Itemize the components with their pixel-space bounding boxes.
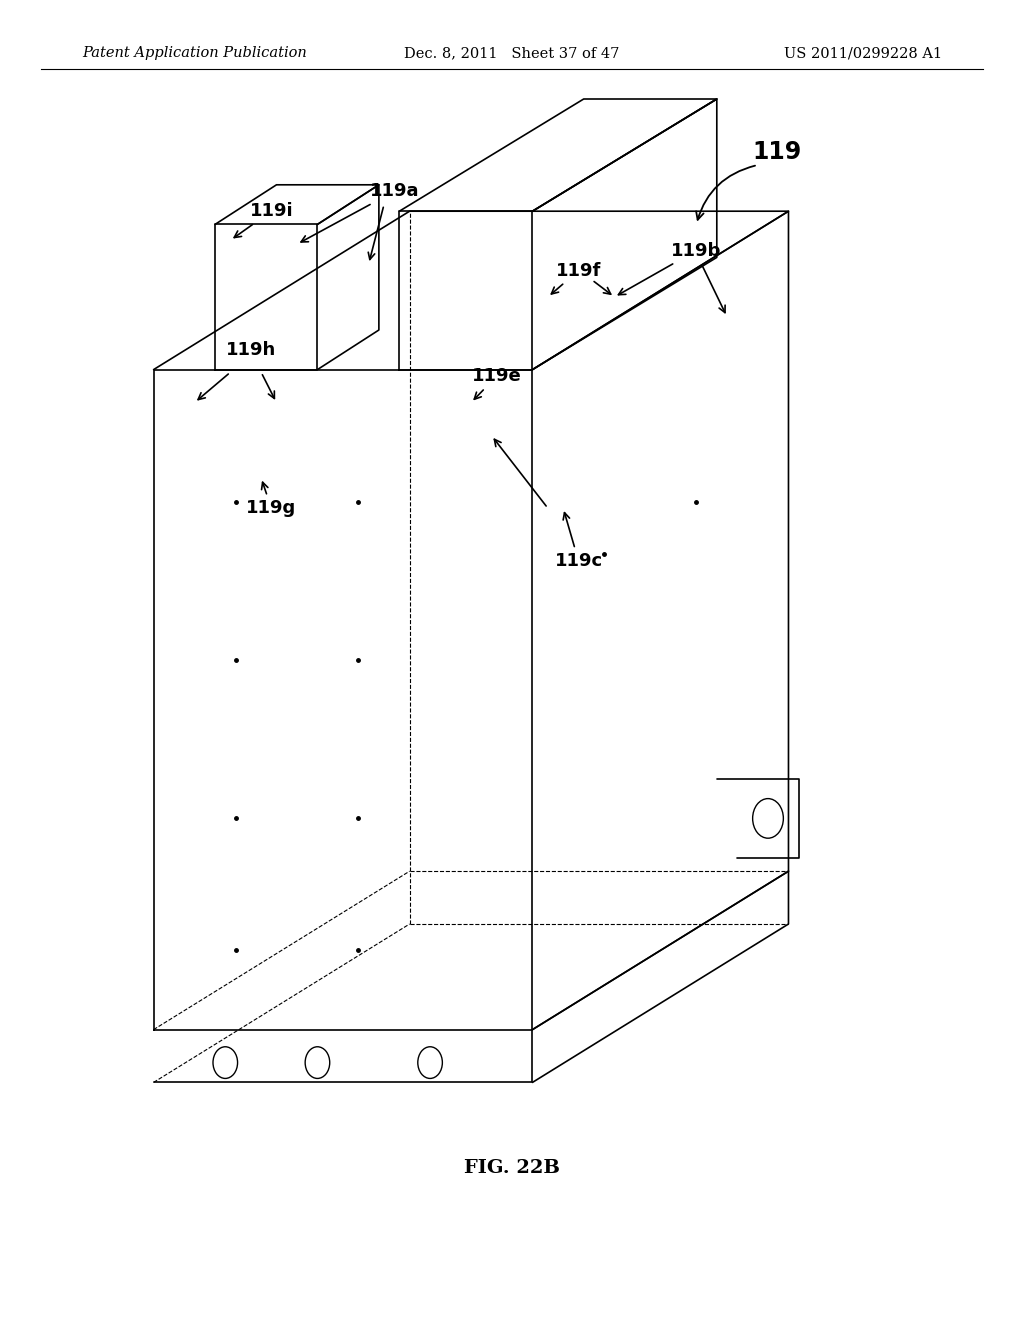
Text: 119g: 119g [246, 482, 297, 517]
Text: 119b: 119b [618, 242, 721, 294]
Text: 119: 119 [753, 140, 802, 164]
Text: 119f: 119f [551, 261, 601, 294]
Text: 119c: 119c [555, 512, 602, 570]
Text: FIG. 22B: FIG. 22B [464, 1159, 560, 1177]
Text: 119e: 119e [472, 367, 521, 399]
Text: 119i: 119i [234, 202, 293, 238]
Text: 119a: 119a [301, 182, 419, 242]
Text: US 2011/0299228 A1: US 2011/0299228 A1 [784, 46, 942, 61]
Text: Dec. 8, 2011   Sheet 37 of 47: Dec. 8, 2011 Sheet 37 of 47 [404, 46, 620, 61]
Text: 119h: 119h [225, 341, 276, 359]
Text: Patent Application Publication: Patent Application Publication [82, 46, 306, 61]
